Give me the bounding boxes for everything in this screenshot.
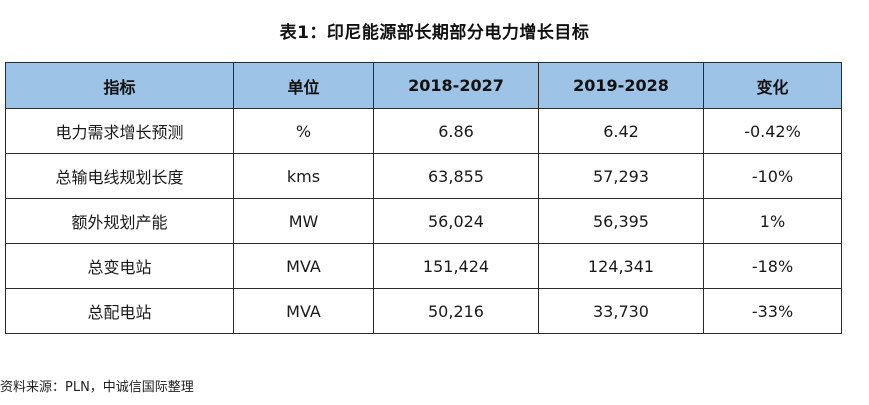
- cell-indicator: 总输电线规划长度: [5, 153, 234, 199]
- table-row: 电力需求增长预测 % 6.86 6.42 -0.42%: [5, 108, 842, 154]
- cell-2018-2027: 6.86: [373, 108, 539, 154]
- header-2018-2027: 2018-2027: [373, 62, 539, 109]
- cell-unit: %: [233, 108, 374, 154]
- cell-change: -33%: [703, 288, 842, 334]
- cell-unit: kms: [233, 153, 374, 199]
- table-row: 额外规划产能 MW 56,024 56,395 1%: [5, 198, 842, 244]
- cell-change: -0.42%: [703, 108, 842, 154]
- table-title: 表1：印尼能源部长期部分电力增长目标: [279, 23, 590, 43]
- source-note: 资料来源：PLN，中诚信国际整理: [0, 380, 194, 395]
- cell-indicator: 额外规划产能: [5, 198, 234, 244]
- header-2019-2028: 2019-2028: [538, 62, 704, 109]
- cell-indicator: 电力需求增长预测: [5, 108, 234, 154]
- cell-2018-2027: 151,424: [373, 243, 539, 289]
- cell-unit: MVA: [233, 288, 374, 334]
- cell-2019-2028: 56,395: [538, 198, 704, 244]
- cell-2019-2028: 6.42: [538, 108, 704, 154]
- cell-2018-2027: 63,855: [373, 153, 539, 199]
- cell-2018-2027: 50,216: [373, 288, 539, 334]
- cell-change: -10%: [703, 153, 842, 199]
- table-header-row: 指标 单位 2018-2027 2019-2028 变化: [5, 62, 842, 109]
- cell-2019-2028: 57,293: [538, 153, 704, 199]
- table-row: 总配电站 MVA 50,216 33,730 -33%: [5, 288, 842, 334]
- cell-2018-2027: 56,024: [373, 198, 539, 244]
- data-table: 指标 单位 2018-2027 2019-2028 变化 电力需求增长预测 % …: [5, 62, 842, 334]
- cell-2019-2028: 33,730: [538, 288, 704, 334]
- table-row: 总变电站 MVA 151,424 124,341 -18%: [5, 243, 842, 289]
- cell-2019-2028: 124,341: [538, 243, 704, 289]
- cell-unit: MVA: [233, 243, 374, 289]
- cell-change: 1%: [703, 198, 842, 244]
- header-indicator: 指标: [5, 62, 234, 109]
- cell-indicator: 总变电站: [5, 243, 234, 289]
- cell-indicator: 总配电站: [5, 288, 234, 334]
- cell-unit: MW: [233, 198, 374, 244]
- table-row: 总输电线规划长度 kms 63,855 57,293 -10%: [5, 153, 842, 199]
- header-unit: 单位: [233, 62, 374, 109]
- cell-change: -18%: [703, 243, 842, 289]
- header-change: 变化: [703, 62, 842, 109]
